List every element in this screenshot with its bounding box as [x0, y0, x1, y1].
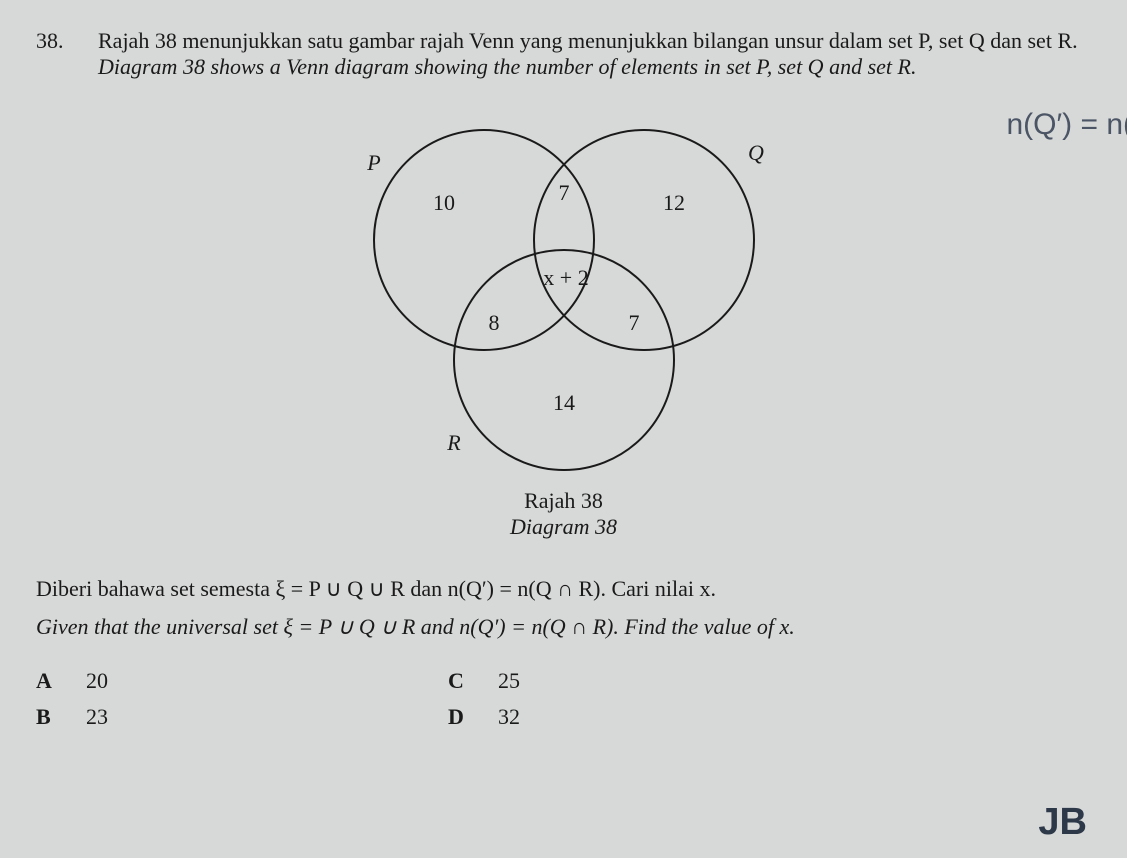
question-header: 38. Rajah 38 menunjukkan satu gambar raj…: [36, 28, 1091, 80]
choices-right-col: C 25 D 32: [448, 668, 520, 730]
choice-value-c: 25: [498, 668, 520, 694]
given-my: Diberi bahawa set semesta ξ = P ∪ Q ∪ R …: [36, 576, 1091, 602]
svg-text:8: 8: [488, 310, 499, 335]
given-block: Diberi bahawa set semesta ξ = P ∪ Q ∪ R …: [36, 576, 1091, 640]
svg-text:Q: Q: [748, 140, 764, 165]
figure-caption: Rajah 38 Diagram 38: [36, 488, 1091, 540]
choice-value-b: 23: [86, 704, 108, 730]
choice-d[interactable]: D 32: [448, 704, 520, 730]
svg-text:P: P: [366, 150, 380, 175]
choice-letter-c: C: [448, 668, 470, 694]
question-text-my: Rajah 38 menunjukkan satu gambar rajah V…: [98, 28, 1091, 54]
choice-letter-a: A: [36, 668, 58, 694]
caption-my: Rajah 38: [524, 488, 603, 513]
answer-choices: A 20 B 23 C 25 D 32: [36, 668, 1091, 730]
choice-value-d: 32: [498, 704, 520, 730]
svg-text:7: 7: [558, 180, 569, 205]
svg-text:12: 12: [663, 190, 685, 215]
handwritten-note-bottom: JB: [1038, 801, 1087, 844]
question-text-block: Rajah 38 menunjukkan satu gambar rajah V…: [98, 28, 1091, 80]
choice-c[interactable]: C 25: [448, 668, 520, 694]
svg-text:R: R: [446, 430, 461, 455]
choice-letter-b: B: [36, 704, 58, 730]
choice-letter-d: D: [448, 704, 470, 730]
question-number: 38.: [36, 28, 78, 80]
choice-value-a: 20: [86, 668, 108, 694]
caption-en: Diagram 38: [510, 514, 617, 539]
given-en: Given that the universal set ξ = P ∪ Q ∪…: [36, 614, 1091, 640]
venn-diagram-wrapper: P Q R 10 7 12 x + 2 8 7 14 Rajah 38 Diagram 38: [36, 100, 1091, 540]
question-text-en: Diagram 38 shows a Venn diagram showing …: [98, 54, 1091, 80]
venn-diagram: P Q R 10 7 12 x + 2 8 7 14: [284, 100, 844, 480]
choice-a[interactable]: A 20: [36, 668, 108, 694]
svg-text:10: 10: [433, 190, 455, 215]
handwritten-note-top: n(Q′) = n(: [1007, 108, 1127, 142]
svg-text:7: 7: [628, 310, 639, 335]
svg-text:14: 14: [553, 390, 575, 415]
svg-text:x + 2: x + 2: [543, 265, 588, 290]
choices-left-col: A 20 B 23: [36, 668, 108, 730]
choice-b[interactable]: B 23: [36, 704, 108, 730]
